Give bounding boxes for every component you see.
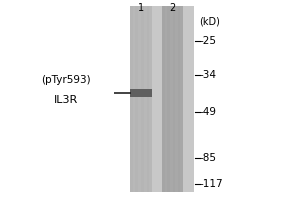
Bar bbox=[144, 6, 147, 192]
Text: -34: -34 bbox=[200, 70, 217, 80]
Bar bbox=[180, 6, 183, 192]
Bar bbox=[133, 6, 135, 192]
Text: -85: -85 bbox=[200, 153, 217, 163]
Bar bbox=[130, 6, 194, 192]
Bar bbox=[138, 6, 141, 192]
Bar bbox=[149, 6, 152, 192]
Bar bbox=[162, 6, 165, 192]
Bar bbox=[162, 6, 183, 192]
Bar bbox=[178, 6, 180, 192]
Bar bbox=[172, 6, 175, 192]
Text: -25: -25 bbox=[200, 36, 217, 46]
Bar bbox=[165, 6, 167, 192]
Bar bbox=[130, 6, 133, 192]
Bar bbox=[130, 6, 152, 192]
Text: (kD): (kD) bbox=[200, 16, 220, 26]
Text: 1: 1 bbox=[138, 3, 144, 13]
Bar bbox=[147, 6, 149, 192]
Bar bbox=[130, 89, 152, 97]
Text: -117: -117 bbox=[200, 179, 223, 189]
Text: (pTyr593): (pTyr593) bbox=[41, 75, 91, 85]
Text: -49: -49 bbox=[200, 107, 217, 117]
Text: IL3R: IL3R bbox=[54, 95, 78, 105]
Bar bbox=[170, 6, 172, 192]
Bar bbox=[175, 6, 178, 192]
Bar bbox=[141, 6, 144, 192]
Text: 2: 2 bbox=[169, 3, 175, 13]
Bar bbox=[167, 6, 170, 192]
Bar bbox=[135, 6, 138, 192]
